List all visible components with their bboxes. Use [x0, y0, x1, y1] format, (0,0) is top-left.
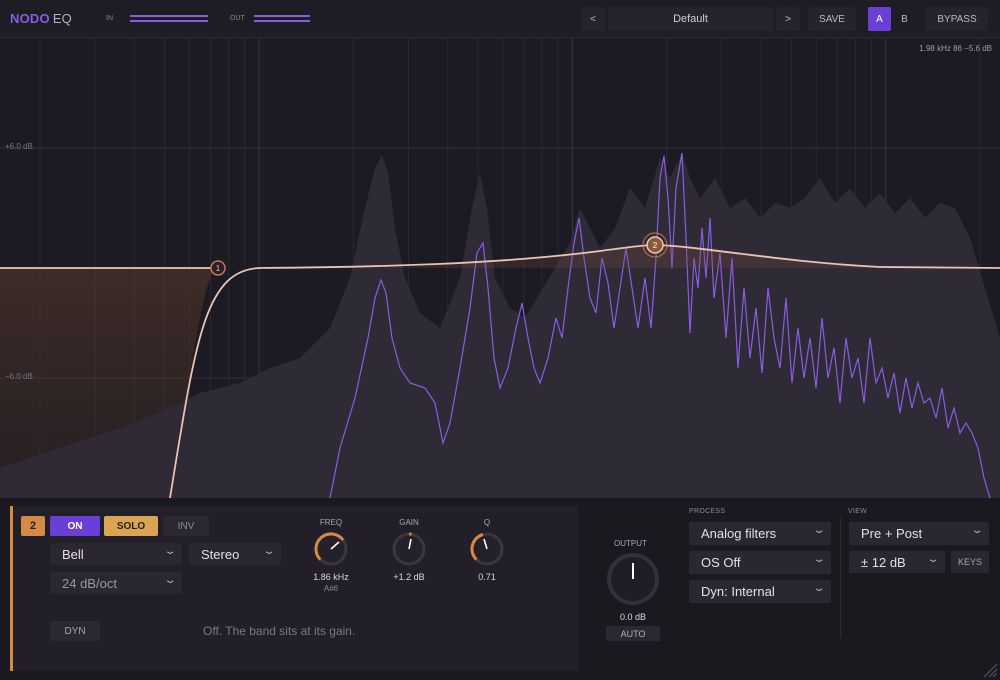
- input-meter-label: IN: [106, 15, 113, 22]
- prev-preset-button[interactable]: <: [581, 7, 605, 31]
- save-button[interactable]: SAVE: [808, 7, 856, 31]
- output-label: OUTPUT: [614, 539, 647, 548]
- gain-control: GAIN +1.2 dB: [379, 518, 439, 582]
- ab-b-button[interactable]: B: [901, 13, 908, 25]
- q-control: Q 0.71: [457, 518, 517, 582]
- logo: NODO EQ: [10, 11, 72, 26]
- bell-gain-area: [380, 245, 900, 268]
- db-label-minus6: −6.0 dB: [5, 372, 33, 381]
- top-bar: NODO EQ IN OUT < Default > SAVE A B BYPAS…: [0, 0, 1000, 38]
- chevron-down-icon: ⌄: [926, 554, 940, 565]
- bypass-button[interactable]: BYPASS: [926, 7, 988, 31]
- pre-spectrum-fill: [0, 153, 1000, 498]
- freq-label: FREQ: [319, 518, 343, 527]
- q-label: Q: [483, 518, 491, 527]
- keys-button[interactable]: KEYS: [951, 551, 989, 573]
- channel-mode-select[interactable]: Stereo ⌄: [189, 543, 281, 565]
- output-knob[interactable]: [604, 550, 662, 608]
- band-solo-button[interactable]: SOLO: [104, 516, 158, 536]
- q-knob[interactable]: [468, 530, 506, 568]
- band-node-2-label: 2: [653, 241, 658, 250]
- gain-knob[interactable]: [390, 530, 428, 568]
- chevron-down-icon: ⌄: [812, 525, 826, 536]
- gain-label: GAIN: [399, 518, 419, 527]
- channel-mode-value: Stereo: [201, 546, 240, 562]
- freq-note: A#6: [323, 584, 339, 593]
- band-invert-button[interactable]: INV: [163, 516, 209, 536]
- cursor-readout: 1.98 kHz 86 −5.6 dB: [919, 44, 992, 53]
- process-section-label: PROCESS: [689, 508, 726, 515]
- dynamics-source-select[interactable]: Dyn: Internal ⌄: [689, 580, 831, 603]
- q-value: 0.71: [478, 572, 496, 582]
- dynamics-source-value: Dyn: Internal: [701, 584, 775, 599]
- slope-select[interactable]: 24 dB/oct ⌄: [50, 572, 182, 594]
- post-spectrum-line: [329, 152, 991, 498]
- view-section-label: VIEW: [848, 508, 868, 515]
- auto-gain-button[interactable]: AUTO: [606, 626, 660, 641]
- dynamic-eq-button[interactable]: DYN: [50, 621, 100, 641]
- spectrum-graph[interactable]: 1 2: [0, 38, 1000, 498]
- band-node-1[interactable]: 1: [210, 260, 226, 276]
- filter-type-value: Analog filters: [701, 526, 777, 541]
- view-mode-value: Pre + Post: [861, 526, 923, 541]
- resize-grip-icon[interactable]: [982, 662, 998, 678]
- filter-type-select[interactable]: Analog filters ⌄: [689, 522, 831, 545]
- gain-value: +1.2 dB: [393, 572, 425, 582]
- band-node-2[interactable]: 2: [642, 232, 668, 258]
- chevron-down-icon: ⌄: [970, 525, 984, 536]
- section-divider: [840, 518, 841, 638]
- control-panel: 2 ON SOLO INV Bell ⌄ Stereo ⌄ 24 dB/oct ⌄ F…: [0, 498, 1000, 680]
- slope-value: 24 dB/oct: [62, 575, 117, 591]
- chevron-down-icon: ⌄: [812, 554, 826, 565]
- display-range-value: ± 12 dB: [861, 554, 906, 570]
- preset-name[interactable]: Default: [608, 7, 773, 31]
- ab-a-button[interactable]: A: [868, 7, 891, 31]
- oversampling-select[interactable]: OS Off ⌄: [689, 551, 831, 574]
- freq-control: FREQ 1.86 kHz A#6: [301, 518, 361, 593]
- freq-knob[interactable]: [312, 530, 350, 568]
- output-meter-label: OUT: [230, 15, 245, 22]
- freq-value: 1.86 kHz: [313, 572, 349, 582]
- eq-response-curve-main: [169, 244, 1000, 498]
- chevron-down-icon: ⌄: [262, 546, 276, 557]
- chevron-down-icon: ⌄: [163, 546, 177, 557]
- output-meter: [254, 15, 322, 23]
- filter-shape-select[interactable]: Bell ⌄: [50, 543, 182, 565]
- band-number-badge: 2: [21, 516, 45, 536]
- logo-eq: EQ: [52, 11, 72, 26]
- input-meter: [130, 15, 210, 23]
- chevron-down-icon: ⌄: [163, 575, 177, 586]
- db-label-plus6: +6.0 dB: [5, 142, 33, 151]
- filter-shape-value: Bell: [62, 546, 84, 562]
- display-range-select[interactable]: ± 12 dB ⌄: [849, 551, 945, 573]
- next-preset-button[interactable]: >: [776, 7, 800, 31]
- band-node-1-label: 1: [216, 264, 221, 273]
- view-mode-select[interactable]: Pre + Post ⌄: [849, 522, 989, 545]
- oversampling-value: OS Off: [701, 555, 741, 570]
- logo-nodo: NODO: [10, 11, 50, 26]
- output-value: 0.0 dB: [619, 612, 647, 622]
- band-on-button[interactable]: ON: [50, 516, 100, 536]
- band-editor: 2 ON SOLO INV Bell ⌄ Stereo ⌄ 24 dB/oct ⌄ F…: [10, 506, 578, 671]
- dynamic-eq-hint: Off. The band sits at its gain.: [203, 624, 356, 638]
- chevron-down-icon: ⌄: [812, 583, 826, 594]
- eq-display[interactable]: 1 2 1.98 kHz 86 −5.6 dB +6.0 dB −6.0 dB: [0, 38, 1000, 498]
